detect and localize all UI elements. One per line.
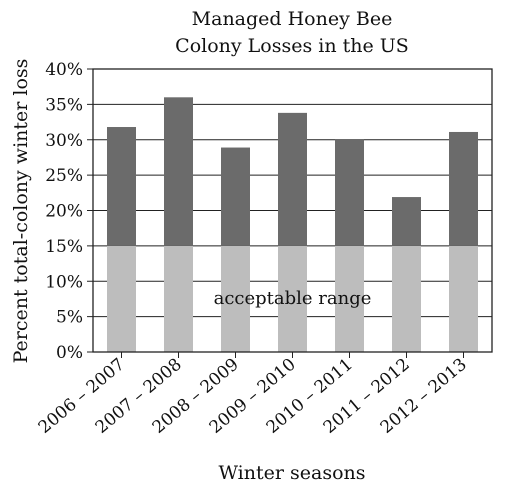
- bar-acceptable-segment: [392, 245, 421, 352]
- plot-frame: [92, 68, 493, 353]
- y-tick-label: 25%: [45, 166, 83, 186]
- bar-acceptable-segment: [221, 245, 250, 352]
- chart-title-line-1: Managed Honey Bee: [192, 8, 393, 30]
- bar-excess-segment: [164, 97, 193, 246]
- y-tick-label: 20%: [45, 202, 83, 222]
- bars: [107, 97, 478, 352]
- y-tick-label: 40%: [45, 60, 83, 80]
- x-axis-title: Winter seasons: [218, 462, 365, 484]
- bar-excess-segment: [335, 139, 364, 246]
- y-tick-label: 0%: [56, 343, 83, 363]
- bar-acceptable-segment: [278, 245, 307, 352]
- bar-acceptable-segment: [164, 245, 193, 352]
- y-tick-labels: 0% 5% 10% 15% 20% 25% 30% 35% 40%: [45, 60, 93, 363]
- y-tick-label: 30%: [45, 131, 83, 151]
- y-axis-title: Percent total-colony winter loss: [10, 59, 32, 364]
- bar-excess-segment: [392, 197, 421, 246]
- bar-excess-segment: [107, 127, 136, 246]
- chart-title-line-2: Colony Losses in the US: [175, 35, 409, 57]
- bar-excess-segment: [221, 147, 250, 246]
- bar-excess-segment: [278, 112, 307, 246]
- y-tick-label: 15%: [45, 237, 83, 257]
- y-tick-label: 35%: [45, 95, 83, 115]
- y-tick-label: 5%: [56, 308, 83, 328]
- acceptable-range-label: acceptable range: [214, 288, 372, 309]
- y-tick-label: 10%: [45, 272, 83, 292]
- bar-acceptable-segment: [107, 245, 136, 352]
- bar-acceptable-segment: [335, 245, 364, 352]
- bar-acceptable-segment: [449, 245, 478, 352]
- bar-excess-segment: [449, 131, 478, 246]
